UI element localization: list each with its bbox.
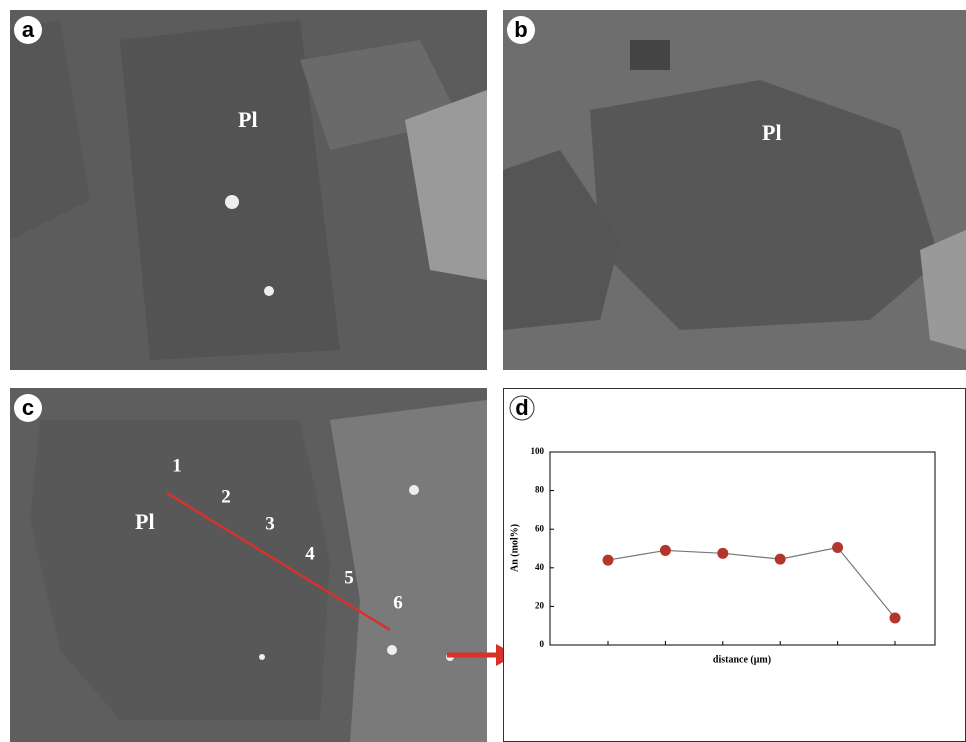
grain: [409, 485, 419, 495]
data-point: [660, 545, 671, 556]
panel-label: d: [515, 395, 528, 420]
y-tick-label: 100: [531, 446, 545, 456]
panel-label: a: [22, 17, 35, 42]
mineral-label: Pl: [135, 509, 155, 534]
panel-c: c Pl 1 2 3 4 5 6: [10, 388, 487, 742]
panel-label: c: [22, 395, 34, 420]
page: a Pl b Pl c Pl 1 2 3 4 5 6 d: [0, 0, 966, 742]
data-point: [890, 612, 901, 623]
data-point: [603, 555, 614, 566]
y-tick-label: 20: [535, 600, 545, 610]
mineral-label: Pl: [238, 107, 258, 132]
y-axis-label: An (mol%): [509, 524, 520, 572]
point-label: 6: [393, 592, 403, 613]
y-tick-label: 40: [535, 562, 545, 572]
panel-a: a Pl: [10, 10, 487, 370]
panel-d: d distance (μm) An (mol%): [504, 389, 966, 742]
point-label: 1: [172, 455, 182, 476]
grain: [225, 195, 239, 209]
panel-b: b Pl: [503, 10, 966, 370]
figure: a Pl b Pl c Pl 1 2 3 4 5 6 d: [0, 0, 966, 742]
mineral-label: Pl: [762, 120, 782, 145]
crystal: [630, 40, 670, 70]
point-label: 4: [305, 543, 315, 564]
grain: [259, 654, 265, 660]
y-tick-label: 0: [540, 639, 545, 649]
point-label: 3: [265, 513, 275, 534]
point-label: 5: [344, 567, 354, 588]
grain: [387, 645, 397, 655]
panel-frame: [504, 389, 966, 742]
x-axis-label: distance (μm): [713, 654, 771, 665]
y-tick-label: 80: [535, 485, 545, 495]
y-tick-label: 60: [535, 523, 545, 533]
point-label: 2: [221, 486, 231, 507]
data-point: [717, 548, 728, 559]
grain: [264, 286, 274, 296]
data-point: [832, 542, 843, 553]
data-point: [775, 554, 786, 565]
panel-label: b: [514, 17, 527, 42]
